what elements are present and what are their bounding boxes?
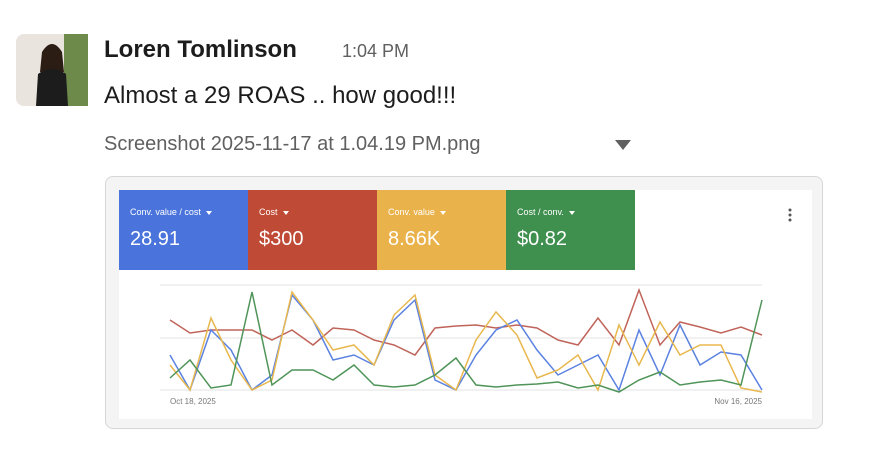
metric-tile: Cost / conv. $0.82: [506, 190, 635, 270]
avatar[interactable]: [16, 34, 88, 106]
file-toggle[interactable]: [614, 139, 632, 151]
metric-value: $300: [259, 228, 304, 250]
metric-tile: Conv. value / cost 28.91: [119, 190, 248, 270]
metric-value: $0.82: [517, 228, 568, 250]
file-name[interactable]: Screenshot 2025-11-17 at 1.04.19 PM.png: [104, 133, 481, 155]
metric-label: Conv. value / cost: [130, 207, 212, 217]
author-name[interactable]: Loren Tomlinson: [104, 36, 297, 63]
metric-label: Cost / conv.: [517, 207, 575, 217]
metric-label: Cost: [259, 207, 289, 217]
metric-label: Conv. value: [388, 207, 446, 217]
metric-value: 28.91: [130, 228, 181, 250]
metric-tile: Conv. value 8.66K: [377, 190, 506, 270]
message-text: Almost a 29 ROAS .. how good!!!: [104, 82, 457, 109]
metric-value: 8.66K: [388, 228, 441, 250]
date-end: Nov 16, 2025: [714, 397, 762, 406]
date-start: Oct 18, 2025: [170, 397, 216, 406]
menu-dots: [788, 208, 792, 222]
metric-tile: Cost $300: [248, 190, 377, 270]
timestamp[interactable]: 1:04 PM: [342, 41, 410, 61]
